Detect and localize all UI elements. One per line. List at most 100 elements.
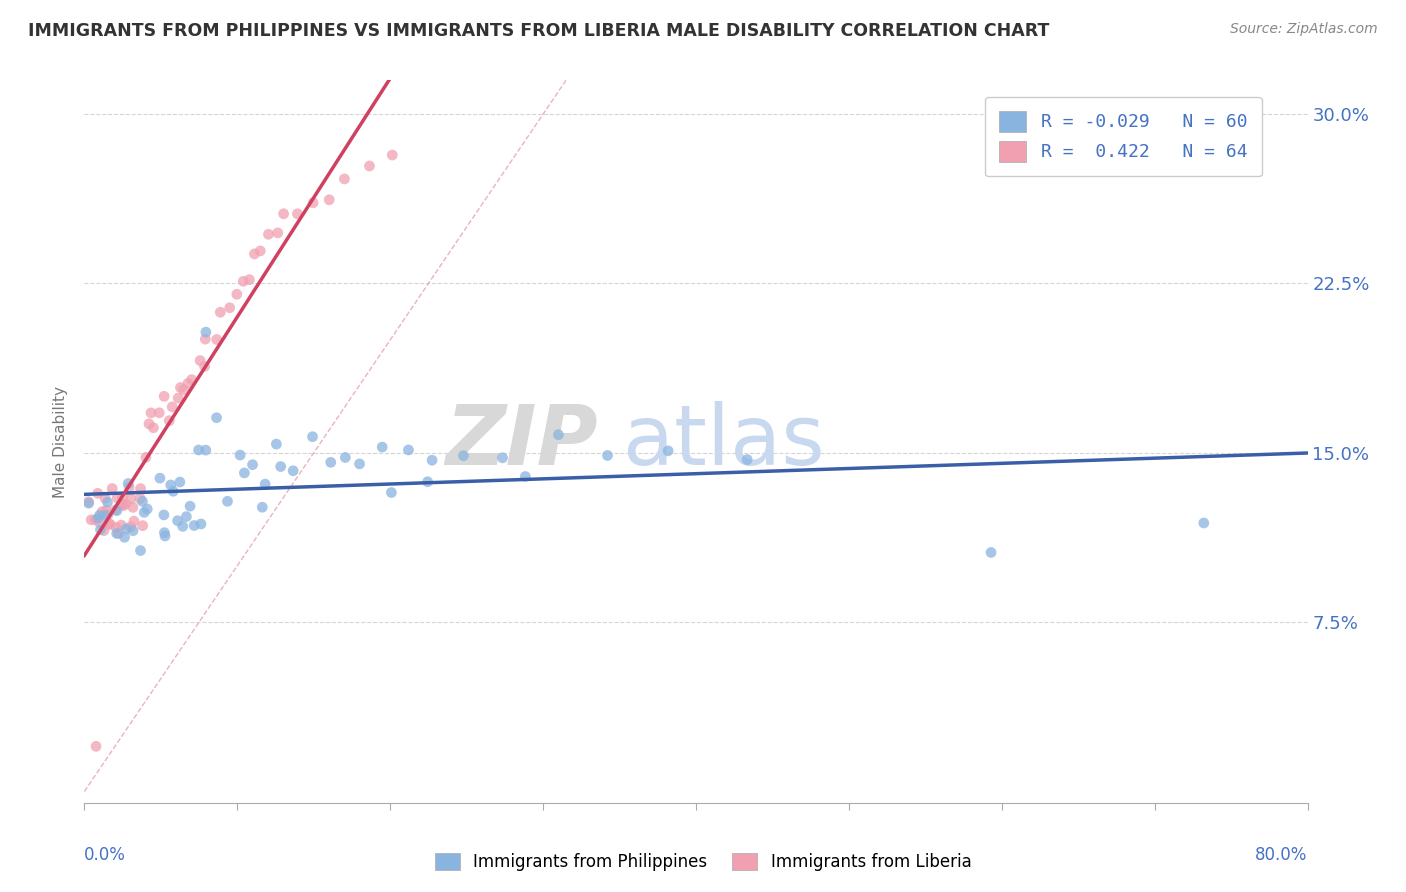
Text: Source: ZipAtlas.com: Source: ZipAtlas.com bbox=[1230, 22, 1378, 37]
Point bbox=[169, 380, 191, 394]
Point bbox=[267, 226, 290, 240]
Y-axis label: Male Disability: Male Disability bbox=[53, 385, 69, 498]
Point bbox=[139, 406, 162, 420]
Point bbox=[153, 529, 176, 543]
Point bbox=[380, 485, 402, 500]
Point bbox=[101, 482, 124, 496]
Point bbox=[148, 406, 170, 420]
Point bbox=[233, 466, 256, 480]
Point bbox=[302, 195, 325, 210]
Point bbox=[205, 410, 228, 425]
Point bbox=[89, 508, 111, 523]
Legend: R = -0.029   N = 60, R =  0.422   N = 64: R = -0.029 N = 60, R = 0.422 N = 64 bbox=[984, 96, 1261, 176]
Point bbox=[547, 427, 569, 442]
Point bbox=[115, 497, 138, 511]
Point bbox=[420, 453, 443, 467]
Point bbox=[98, 517, 121, 532]
Legend: Immigrants from Philippines, Immigrants from Liberia: Immigrants from Philippines, Immigrants … bbox=[426, 845, 980, 880]
Point bbox=[97, 516, 120, 531]
Point bbox=[115, 522, 138, 536]
Point bbox=[238, 273, 260, 287]
Point bbox=[122, 514, 145, 528]
Point bbox=[77, 496, 100, 510]
Point bbox=[225, 287, 247, 301]
Point bbox=[97, 508, 120, 522]
Point bbox=[242, 458, 264, 472]
Point bbox=[249, 244, 271, 258]
Point bbox=[149, 471, 172, 485]
Point bbox=[84, 739, 107, 754]
Point bbox=[122, 500, 145, 515]
Point bbox=[173, 383, 195, 397]
Point bbox=[359, 159, 381, 173]
Point bbox=[153, 525, 176, 540]
Point bbox=[172, 519, 194, 533]
Point bbox=[287, 207, 309, 221]
Point bbox=[80, 513, 103, 527]
Point bbox=[252, 500, 274, 515]
Point bbox=[96, 503, 118, 517]
Point bbox=[117, 476, 139, 491]
Point bbox=[319, 455, 342, 469]
Point bbox=[111, 498, 134, 512]
Point bbox=[131, 518, 153, 533]
Point bbox=[243, 247, 266, 261]
Point bbox=[349, 457, 371, 471]
Point bbox=[129, 482, 152, 496]
Point bbox=[217, 494, 239, 508]
Point bbox=[77, 494, 100, 508]
Point bbox=[218, 301, 240, 315]
Point bbox=[188, 353, 211, 368]
Point bbox=[135, 450, 157, 465]
Text: atlas: atlas bbox=[623, 401, 824, 482]
Point bbox=[94, 508, 117, 523]
Point bbox=[104, 503, 127, 517]
Point bbox=[159, 478, 181, 492]
Point bbox=[105, 503, 128, 517]
Point bbox=[194, 359, 217, 374]
Point bbox=[153, 508, 176, 522]
Point bbox=[89, 516, 111, 530]
Point bbox=[281, 464, 304, 478]
Point bbox=[491, 450, 513, 465]
Point bbox=[194, 325, 217, 339]
Text: 80.0%: 80.0% bbox=[1256, 847, 1308, 864]
Point bbox=[177, 376, 200, 391]
Point bbox=[190, 516, 212, 531]
Text: 0.0%: 0.0% bbox=[84, 847, 127, 864]
Point bbox=[596, 449, 619, 463]
Point bbox=[183, 518, 205, 533]
Point bbox=[138, 417, 160, 431]
Point bbox=[84, 513, 107, 527]
Point bbox=[89, 523, 111, 537]
Point bbox=[120, 491, 142, 506]
Point bbox=[105, 526, 128, 541]
Point bbox=[335, 450, 357, 465]
Point bbox=[301, 430, 323, 444]
Point bbox=[105, 491, 128, 505]
Point bbox=[735, 452, 758, 467]
Point bbox=[134, 505, 156, 519]
Point bbox=[142, 421, 165, 435]
Point bbox=[453, 449, 475, 463]
Point bbox=[1192, 516, 1215, 530]
Point bbox=[167, 391, 190, 405]
Point bbox=[209, 305, 232, 319]
Point bbox=[657, 443, 679, 458]
Point bbox=[94, 491, 117, 506]
Point bbox=[129, 491, 152, 506]
Point bbox=[107, 526, 129, 541]
Point bbox=[153, 389, 176, 403]
Point bbox=[111, 491, 134, 505]
Text: IMMIGRANTS FROM PHILIPPINES VS IMMIGRANTS FROM LIBERIA MALE DISABILITY CORRELATI: IMMIGRANTS FROM PHILIPPINES VS IMMIGRANT… bbox=[28, 22, 1049, 40]
Point bbox=[273, 207, 295, 221]
Point bbox=[122, 524, 145, 538]
Point bbox=[515, 469, 537, 483]
Point bbox=[112, 499, 135, 513]
Point bbox=[169, 475, 191, 489]
Point bbox=[110, 518, 132, 533]
Point bbox=[129, 543, 152, 558]
Point bbox=[398, 442, 420, 457]
Point bbox=[93, 524, 115, 538]
Point bbox=[416, 475, 439, 489]
